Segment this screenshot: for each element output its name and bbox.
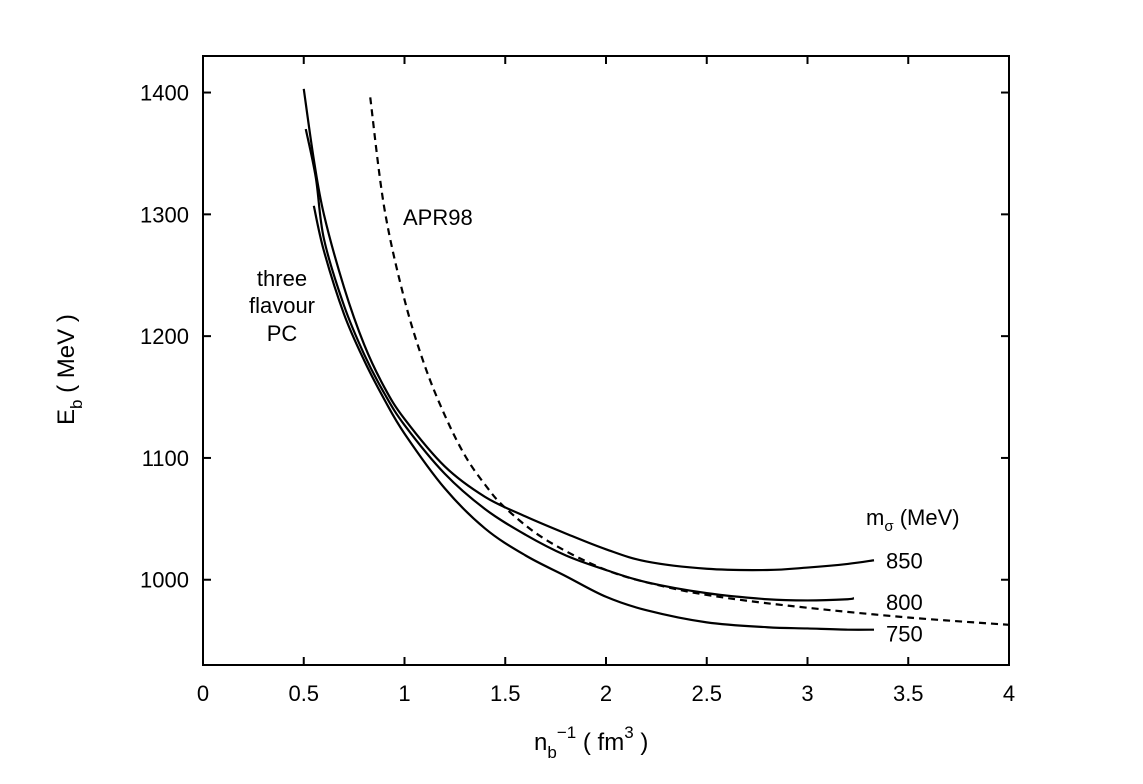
series-label-850: 850 — [886, 548, 923, 573]
x-tick-label: 2 — [600, 681, 612, 706]
y-tick-label: 1000 — [140, 568, 189, 593]
series — [302, 88, 1010, 631]
pc-annotation-line-2: flavour — [249, 293, 315, 318]
x-tick-label: 1 — [398, 681, 410, 706]
pc-annotation-line-3: PC — [267, 321, 298, 346]
x-tick-label: 0.5 — [288, 681, 319, 706]
x-tick-label: 3 — [801, 681, 813, 706]
series-line-850 — [302, 88, 875, 572]
x-tick-label: 3.5 — [893, 681, 924, 706]
series-line-750 — [312, 205, 875, 631]
x-tick-label: 0 — [197, 681, 209, 706]
apr98-annotation: APR98 — [403, 205, 473, 230]
plot-area — [202, 55, 1010, 666]
series-label-800: 800 — [886, 590, 923, 615]
series-label-750: 750 — [886, 622, 923, 647]
y-tick-label: 1100 — [142, 446, 189, 471]
x-tick-label: 2.5 — [691, 681, 722, 706]
y-tick-label: 1400 — [140, 81, 189, 106]
x-axis-label: nb−1 ( fm3 ) — [534, 723, 648, 762]
series-labels: 850 800 750 — [886, 548, 923, 646]
y-tick-label: 1300 — [140, 202, 189, 227]
plot-frame — [202, 55, 1010, 666]
tick-labels: 0 0.5 1 1.5 2 2.5 3 3.5 4 1000 1100 1200 1300 1400 — [140, 81, 1015, 706]
x-tick-label: 1.5 — [490, 681, 521, 706]
msigma-legend-title: mσ (MeV) — [866, 505, 960, 535]
series-line-apr98 — [369, 97, 1010, 626]
series-line-800 — [304, 128, 855, 602]
pc-annotation-line-1: three — [257, 266, 307, 291]
x-tick-label: 4 — [1003, 681, 1015, 706]
y-tick-label: 1200 — [140, 324, 189, 349]
ticks — [202, 56, 1010, 665]
y-axis-label: Eb ( MeV ) — [53, 314, 86, 425]
